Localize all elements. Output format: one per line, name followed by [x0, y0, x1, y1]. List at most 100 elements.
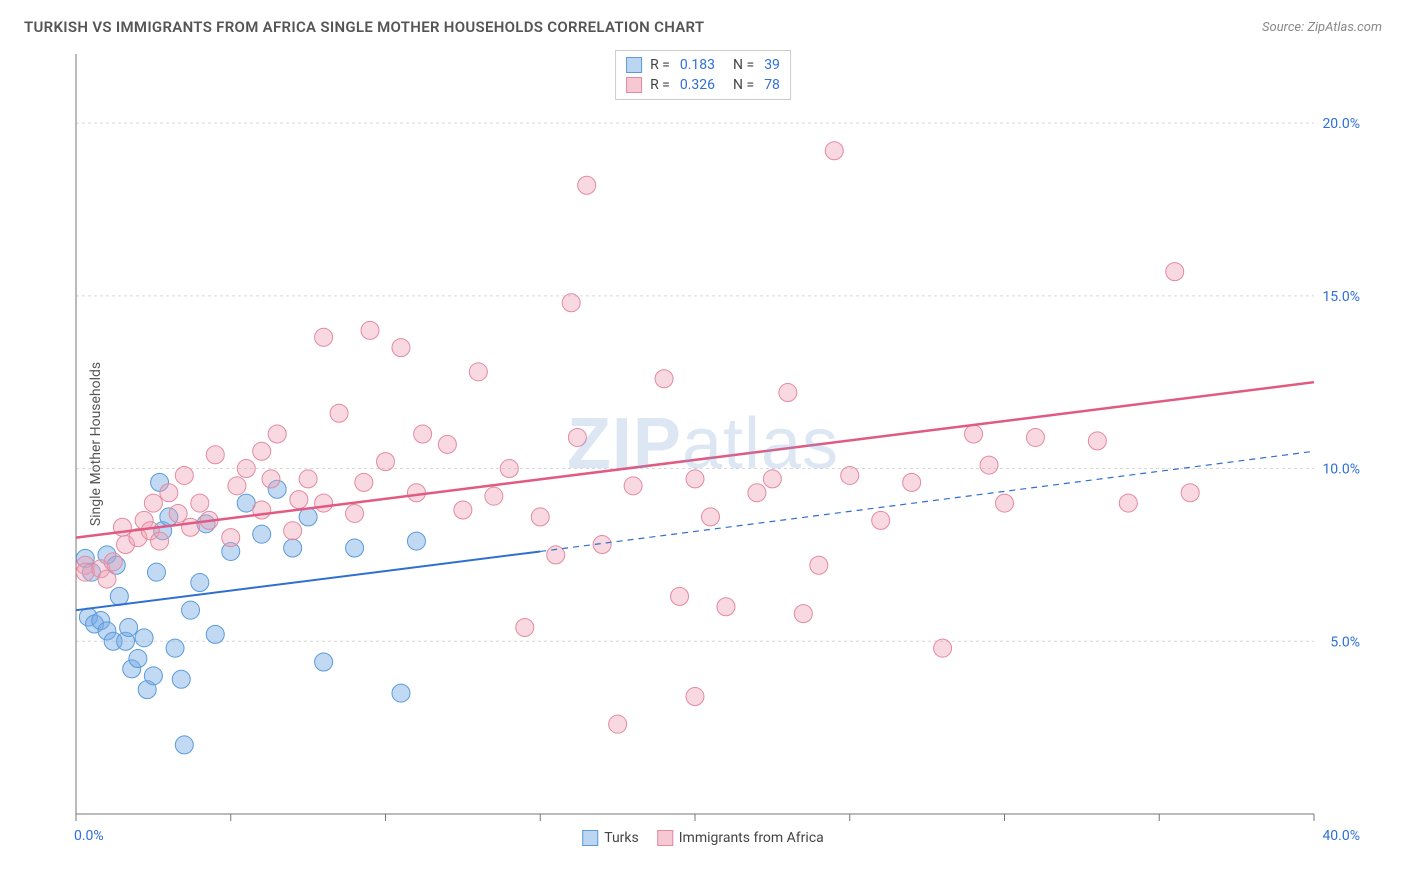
scatter-point — [377, 453, 395, 471]
scatter-point — [330, 404, 348, 422]
scatter-point — [355, 473, 373, 491]
scatter-point — [76, 563, 94, 581]
scatter-point — [903, 473, 921, 491]
scatter-point — [717, 598, 735, 616]
scatter-point — [516, 618, 534, 636]
scatter-point — [182, 518, 200, 536]
scatter-point — [160, 484, 178, 502]
scatter-point — [110, 587, 128, 605]
scatter-point — [407, 484, 425, 502]
scatter-point — [414, 425, 432, 443]
scatter-point — [135, 629, 153, 647]
scatter-point — [872, 511, 890, 529]
scatter-point — [299, 508, 317, 526]
scatter-point — [965, 425, 983, 443]
scatter-point — [169, 504, 187, 522]
scatter-point — [763, 470, 781, 488]
scatter-point — [175, 736, 193, 754]
scatter-point — [222, 529, 240, 547]
scatter-point — [609, 715, 627, 733]
scatter-point — [98, 570, 116, 588]
scatter-point — [315, 653, 333, 671]
scatter-point — [392, 684, 410, 702]
scatter-point — [1088, 432, 1106, 450]
scatter-point — [290, 491, 308, 509]
scatter-point — [1026, 428, 1044, 446]
scatter-point — [151, 532, 169, 550]
source-attribution: Source: ZipAtlas.com — [1262, 20, 1382, 35]
scatter-point — [392, 339, 410, 357]
scatter-point — [166, 639, 184, 657]
scatter-point — [206, 446, 224, 464]
scatter-point — [810, 556, 828, 574]
scatter-point — [578, 176, 596, 194]
scatter-point — [268, 425, 286, 443]
scatter-point — [206, 625, 224, 643]
scatter-point — [686, 688, 704, 706]
svg-text:10.0%: 10.0% — [1322, 462, 1360, 478]
legend-item: Turks — [582, 830, 639, 846]
scatter-point — [655, 370, 673, 388]
scatter-point — [794, 605, 812, 623]
svg-text:15.0%: 15.0% — [1322, 289, 1360, 305]
scatter-point — [172, 670, 190, 688]
scatter-point — [1119, 494, 1137, 512]
scatter-point — [191, 494, 209, 512]
scatter-point — [284, 539, 302, 557]
scatter-point — [934, 639, 952, 657]
scatter-point — [980, 456, 998, 474]
legend-swatch-icon — [626, 57, 642, 73]
source-link[interactable]: ZipAtlas.com — [1307, 20, 1382, 35]
legend-stat-row: R =0.183N =39 — [626, 55, 780, 75]
scatter-point — [562, 294, 580, 312]
chart-header: TURKISH VS IMMIGRANTS FROM AFRICA SINGLE… — [0, 0, 1406, 44]
scatter-point — [624, 477, 642, 495]
scatter-point — [253, 442, 271, 460]
scatter-point — [686, 470, 704, 488]
scatter-point — [361, 321, 379, 339]
scatter-point — [407, 532, 425, 550]
scatter-point — [182, 601, 200, 619]
scatter-point — [175, 466, 193, 484]
scatter-chart: 5.0%10.0%15.0%20.0%0.0%40.0% — [24, 44, 1364, 844]
svg-text:20.0%: 20.0% — [1322, 116, 1360, 132]
scatter-point — [469, 363, 487, 381]
trend-line — [76, 551, 540, 610]
scatter-point — [568, 428, 586, 446]
scatter-point — [779, 384, 797, 402]
scatter-point — [104, 553, 122, 571]
scatter-point — [129, 650, 147, 668]
scatter-point — [1166, 263, 1184, 281]
scatter-point — [500, 460, 518, 478]
scatter-point — [748, 484, 766, 502]
scatter-point — [547, 546, 565, 564]
scatter-point — [228, 477, 246, 495]
scatter-point — [147, 563, 165, 581]
legend-swatch-icon — [582, 830, 598, 846]
scatter-point — [315, 328, 333, 346]
scatter-point — [454, 501, 472, 519]
scatter-point — [253, 525, 271, 543]
scatter-point — [262, 470, 280, 488]
chart-container: Single Mother Households ZIPatlas 5.0%10… — [24, 44, 1382, 844]
scatter-point — [120, 618, 138, 636]
svg-text:5.0%: 5.0% — [1330, 634, 1360, 650]
scatter-point — [346, 539, 364, 557]
legend-stat-row: R =0.326N =78 — [626, 75, 780, 95]
scatter-point — [825, 142, 843, 160]
scatter-point — [346, 504, 364, 522]
scatter-point — [315, 494, 333, 512]
scatter-point — [1181, 484, 1199, 502]
svg-text:40.0%: 40.0% — [1322, 828, 1360, 844]
scatter-point — [191, 574, 209, 592]
scatter-point — [144, 494, 162, 512]
scatter-point — [284, 522, 302, 540]
legend-item: Immigrants from Africa — [657, 830, 824, 846]
scatter-point — [996, 494, 1014, 512]
scatter-point — [841, 466, 859, 484]
scatter-point — [485, 487, 503, 505]
legend-swatch-icon — [626, 77, 642, 93]
scatter-point — [671, 587, 689, 605]
trend-line-extrapolated — [540, 451, 1314, 551]
scatter-point — [237, 460, 255, 478]
